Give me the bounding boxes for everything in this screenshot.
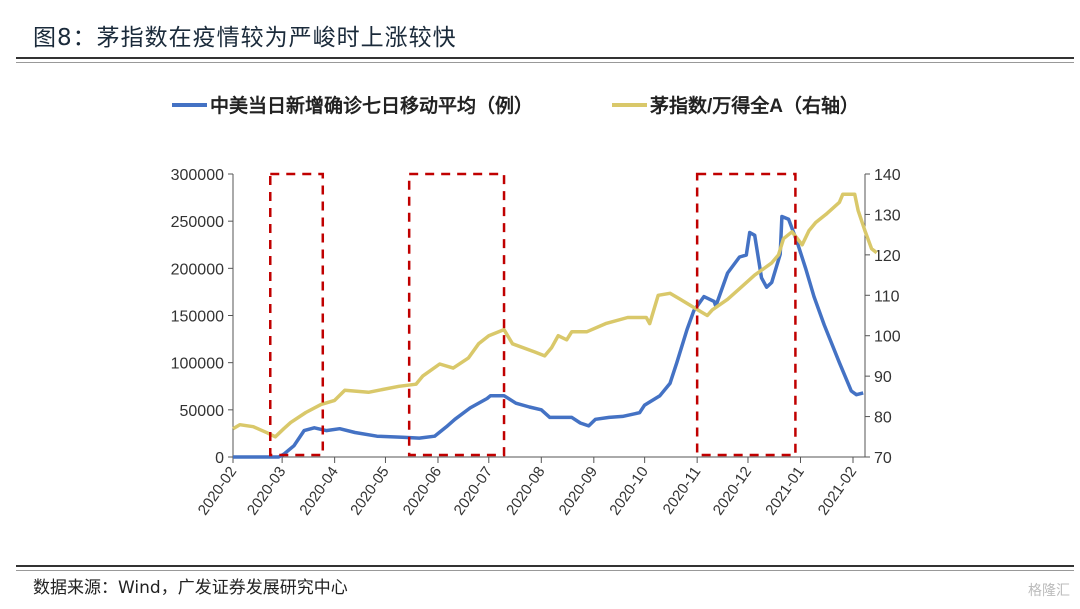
x-tick-label: 2020-10 [606, 464, 652, 519]
y-left-tick-label: 300000 [171, 167, 224, 184]
y-left-tick-label: 200000 [171, 261, 224, 278]
x-tick-label: 2020-12 [710, 464, 756, 519]
bottom-divider [16, 565, 1074, 571]
x-tick-label: 2020-11 [660, 464, 705, 518]
x-tick-label: 2020-07 [451, 464, 497, 519]
y-left-tick-label: 0 [215, 450, 224, 467]
x-tick-label: 2021-01 [762, 464, 808, 519]
y-left-tick-label: 50000 [180, 403, 225, 420]
legend-label: 茅指数/万得全A（右轴） [650, 94, 859, 117]
chart-title: 图8：茅指数在疫情较为严峻时上涨较快 [33, 25, 457, 51]
highlight-box [269, 172, 325, 457]
y-right-tick-label: 140 [874, 167, 901, 184]
mao-index-line [232, 192, 878, 439]
y-right-tick-label: 130 [874, 207, 901, 224]
legend-label: 中美当日新增确诊七日移动平均（例） [210, 94, 533, 117]
y-right-tick-label: 70 [874, 450, 892, 467]
source-note: 数据来源：Wind，广发证券发展研究中心 [33, 578, 348, 598]
y-left-tick-label: 150000 [171, 309, 224, 326]
top-divider [16, 57, 1074, 63]
x-tick-label: 2020-02 [195, 464, 241, 519]
highlight-box [695, 172, 797, 457]
y-right-tick-label: 100 [874, 329, 901, 346]
x-tick-label: 2021-02 [815, 464, 861, 519]
cases-line [233, 214, 864, 459]
x-tick-label: 2020-08 [503, 464, 549, 519]
x-tick-label: 2020-05 [347, 464, 393, 519]
y-right-tick-label: 110 [874, 288, 900, 305]
y-left-tick-label: 100000 [171, 356, 224, 373]
y-right-tick-label: 80 [874, 410, 892, 427]
highlight-box [407, 172, 506, 457]
x-tick-label: 2020-06 [400, 464, 446, 519]
y-right-tick-label: 120 [874, 248, 901, 265]
watermark: 格隆汇 [1028, 583, 1070, 599]
x-tick-label: 2020-03 [244, 464, 290, 519]
x-tick-label: 2020-09 [556, 464, 602, 519]
y-left-tick-label: 250000 [171, 214, 224, 231]
y-right-tick-label: 90 [874, 369, 892, 386]
x-tick-label: 2020-04 [296, 464, 342, 519]
